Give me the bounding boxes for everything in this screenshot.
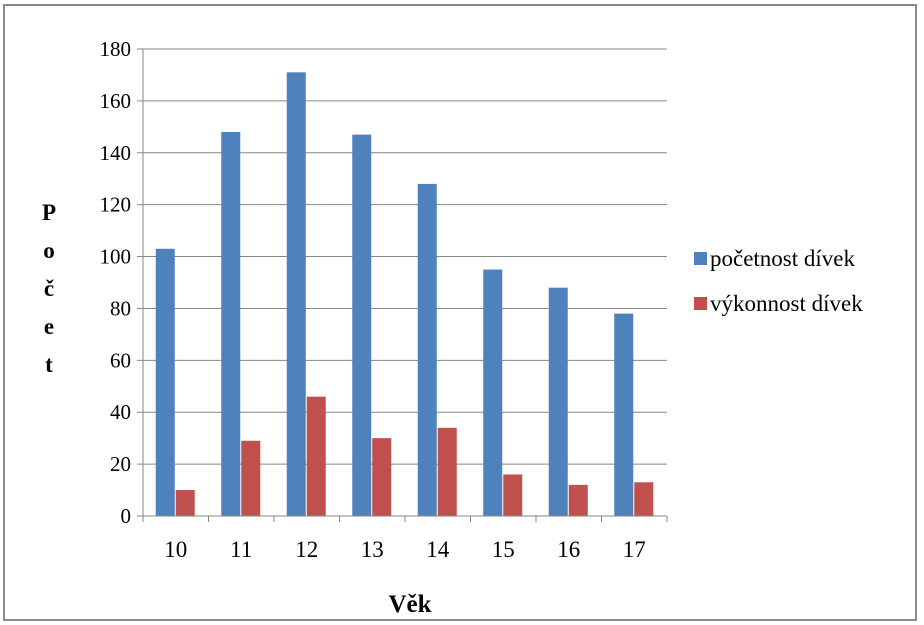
bar-vykonnost-11 — [241, 440, 261, 516]
bar-vykonnost-14 — [437, 427, 457, 516]
y-axis-title-letter: o — [43, 238, 55, 263]
chart-frame — [3, 4, 917, 621]
y-tick-label: 40 — [110, 400, 131, 424]
y-axis-title-letter: č — [44, 276, 54, 301]
y-tick-label: 0 — [121, 504, 132, 528]
bar-vykonnost-15 — [503, 474, 523, 516]
bar-vykonnost-13 — [372, 438, 392, 516]
bar-pocetnost-17 — [614, 313, 634, 516]
bar-pocetnost-15 — [483, 269, 503, 516]
x-tick-label: 12 — [295, 537, 318, 562]
legend: početnost dívek výkonnost dívek — [694, 246, 863, 316]
legend-label: početnost dívek — [710, 246, 855, 271]
y-tick-label: 20 — [110, 452, 131, 476]
y-tick-label: 180 — [100, 37, 132, 61]
bar-pocetnost-12 — [286, 72, 306, 516]
y-tick-label: 160 — [100, 89, 132, 113]
bar-vykonnost-10 — [175, 490, 195, 516]
bar-pocetnost-11 — [221, 132, 241, 516]
axes — [137, 48, 668, 522]
x-tick-label: 11 — [230, 537, 252, 562]
bar-pocetnost-14 — [417, 183, 437, 516]
y-axis-title-letter: P — [42, 200, 56, 225]
x-tick-labels: 10 11 12 13 14 15 16 17 — [164, 537, 646, 562]
bar-pocetnost-16 — [548, 287, 568, 516]
y-tick-label: 140 — [100, 141, 132, 165]
x-tick-label: 15 — [492, 537, 515, 562]
legend-swatch — [694, 252, 707, 265]
legend-swatch — [694, 297, 707, 310]
y-tick-label: 120 — [100, 193, 132, 217]
bar-vykonnost-16 — [568, 484, 588, 516]
x-tick-label: 14 — [426, 537, 450, 562]
bar-pocetnost-10 — [155, 248, 175, 516]
bar-vykonnost-12 — [306, 396, 326, 516]
y-tick-labels: 0 20 40 60 80 100 120 140 160 180 — [100, 37, 132, 528]
legend-label: výkonnost dívek — [710, 291, 863, 316]
x-tick-label: 10 — [164, 537, 187, 562]
x-tick-label: 17 — [623, 537, 646, 562]
bar-vykonnost-17 — [634, 482, 654, 516]
bars — [155, 72, 654, 516]
x-tick-label: 13 — [361, 537, 384, 562]
x-tick-label: 16 — [557, 537, 580, 562]
y-tick-label: 60 — [110, 348, 131, 372]
y-tick-label: 80 — [110, 296, 131, 320]
x-axis-title: Věk — [388, 591, 431, 618]
y-tick-label: 100 — [100, 245, 132, 269]
y-axis-title-letter: e — [44, 314, 54, 339]
bar-pocetnost-13 — [352, 134, 372, 516]
y-axis-title-letter: t — [45, 352, 53, 377]
